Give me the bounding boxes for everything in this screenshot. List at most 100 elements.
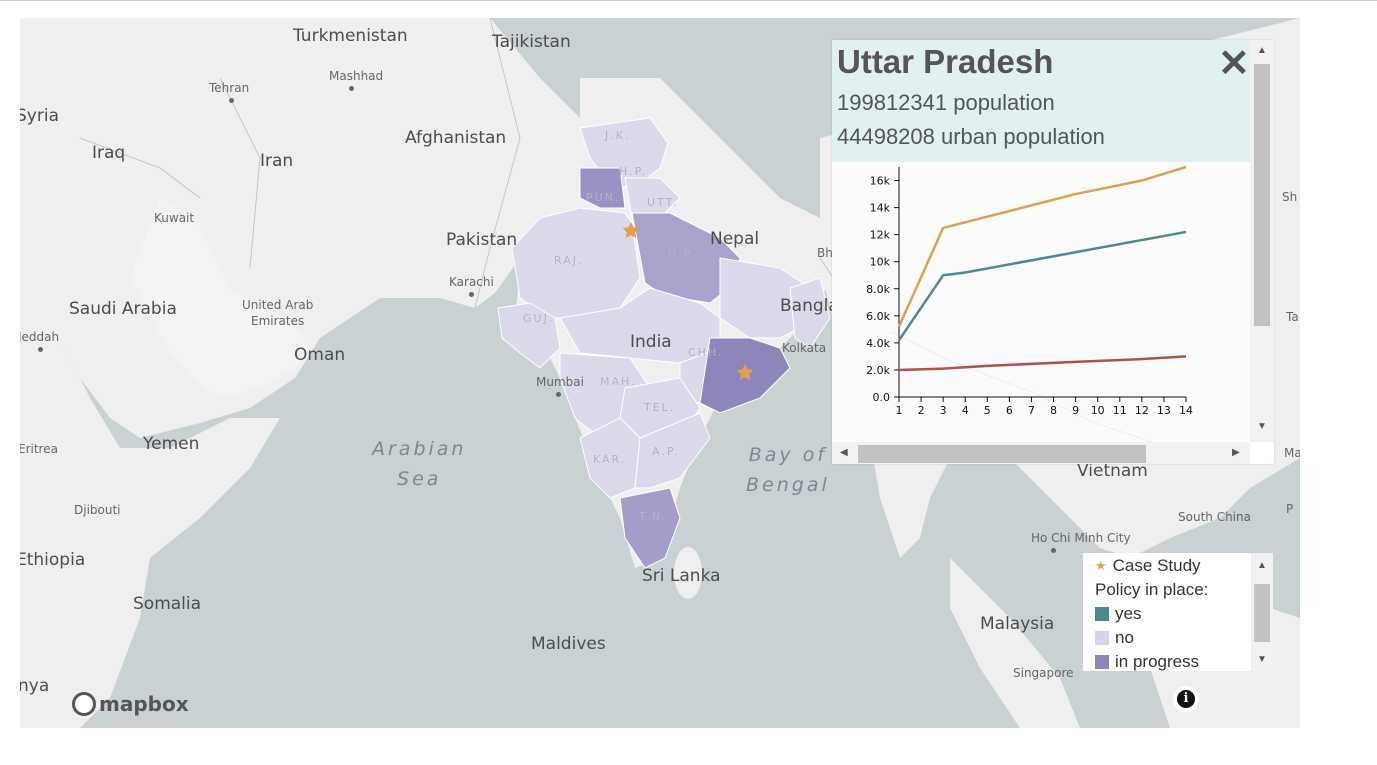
- scroll-up-icon[interactable]: ▲: [1257, 45, 1267, 56]
- population-chart: 1 2 3 4 5 6 7 8 9 10 11 12 13 14 0.0 2.0k 4.0k 6.0k 8.0k 10…: [832, 162, 1250, 443]
- top-divider: [0, 0, 1377, 1]
- x-tick-label: 10: [1091, 404, 1105, 417]
- city-dot: [556, 392, 561, 397]
- state-label: CHH.: [688, 346, 724, 359]
- country-label: Yemen: [143, 434, 200, 454]
- chart-lines: [897, 165, 1187, 372]
- legend-swatch: [1095, 607, 1109, 621]
- x-tick-label: 4: [962, 404, 969, 417]
- x-tick-label: 1: [896, 404, 903, 417]
- country-label: Syria: [20, 106, 59, 126]
- y-tick-label: 16k: [870, 175, 891, 188]
- state-label: U.P.: [668, 247, 696, 260]
- city-dot: [1051, 548, 1056, 553]
- mapbox-logo-icon: [72, 692, 96, 716]
- x-tick-label: 7: [1028, 404, 1035, 417]
- chart-axes: 1 2 3 4 5 6 7 8 9 10 11 12 13 140.02.0k4.0k6.0k8.0k10…: [866, 167, 1193, 417]
- y-tick-label: 14k: [870, 202, 891, 215]
- country-label: Afghanistan: [405, 128, 507, 148]
- country-label: Nepal: [710, 229, 760, 249]
- legend-item-label: no: [1115, 628, 1134, 647]
- legend-policy-heading: Policy in place:: [1095, 580, 1209, 599]
- legend-case-study: ★ Case Study: [1095, 556, 1201, 576]
- sea-label: Bay of Bengal: [746, 444, 830, 496]
- x-tick-label: 2: [918, 404, 925, 417]
- popup-population: 199812341 population: [837, 90, 1055, 115]
- legend-item-label: in progress: [1115, 652, 1200, 671]
- city-label: United Arab: [242, 298, 314, 312]
- country-label: Ethiopia: [20, 550, 86, 570]
- mapbox-logo[interactable]: mapbox: [72, 692, 189, 716]
- city-label: Singapore: [1013, 666, 1074, 680]
- country-label: Malaysia: [980, 614, 1055, 634]
- edge-label: P: [1286, 502, 1294, 516]
- y-tick-label: 6.0k: [866, 310, 890, 323]
- legend-swatch: [1095, 655, 1109, 669]
- mapbox-attribution: mapbox: [99, 692, 189, 716]
- y-tick-label: 2.0k: [866, 364, 890, 377]
- country-label: Iran: [260, 151, 294, 171]
- country-label: Saudi Arabia: [69, 299, 177, 319]
- info-button[interactable]: i: [1173, 686, 1199, 712]
- popup-horizontal-thumb[interactable]: [858, 445, 1146, 463]
- popup-vertical-scrollbar[interactable]: ▲ ▼: [1250, 40, 1274, 442]
- map-legend: ★ Case Study Policy in place: yes no in …: [1083, 553, 1273, 671]
- state-label: T.N.: [639, 510, 668, 523]
- city-label: Tehran: [209, 81, 250, 95]
- chart-svg: 1 2 3 4 5 6 7 8 9 10 11 12 13 140.02.0k4.0k6.0k8.0k10…: [832, 162, 1250, 443]
- popup-horizontal-scrollbar[interactable]: ◀ ▶: [832, 442, 1250, 464]
- state-label: GUJ.: [523, 312, 555, 325]
- country-label: Sri Lanka: [642, 566, 721, 586]
- scroll-right-icon[interactable]: ▶: [1232, 447, 1240, 458]
- x-tick-label: 13: [1157, 404, 1171, 417]
- city-label: Mumbai: [536, 375, 584, 389]
- info-icon: i: [1177, 690, 1195, 708]
- state-label: MAH.: [600, 375, 637, 388]
- close-icon[interactable]: ✕: [1218, 43, 1250, 85]
- popup-title: Uttar Pradesh: [837, 43, 1054, 80]
- popup-vertical-thumb[interactable]: [1254, 64, 1270, 326]
- sea-label: Arabian Sea: [372, 438, 467, 490]
- city-dot: [38, 347, 43, 352]
- country-label: India: [630, 332, 672, 352]
- country-label: Turkmenistan: [293, 26, 408, 46]
- country-label: Somalia: [133, 594, 202, 614]
- y-tick-label: 4.0k: [866, 337, 890, 350]
- edge-label: Sh: [1282, 190, 1298, 204]
- city-label: Ho Chi Minh City: [1031, 531, 1131, 545]
- state-label: A.P.: [652, 445, 680, 458]
- y-tick-label: 12k: [870, 229, 891, 242]
- y-tick-label: 10k: [870, 256, 891, 269]
- series-line: [897, 165, 1187, 328]
- legend-scroll-thumb[interactable]: [1254, 584, 1270, 642]
- scroll-down-icon[interactable]: ▼: [1257, 421, 1267, 432]
- state-label: J.K.: [605, 129, 631, 142]
- country-label: Oman: [294, 345, 346, 365]
- series-line: [898, 355, 1187, 372]
- x-tick-label: 11: [1113, 404, 1127, 417]
- state-label: TEL.: [644, 401, 676, 414]
- city-dot: [469, 292, 474, 297]
- legend-swatch: [1095, 631, 1109, 645]
- scroll-down-icon[interactable]: ▼: [1257, 654, 1267, 665]
- legend-item-yes: yes: [1095, 604, 1141, 624]
- x-tick-label: 5: [984, 404, 991, 417]
- country-label: nya: [20, 676, 50, 696]
- city-label: Kuwait: [154, 211, 195, 225]
- city-label: Kolkata: [782, 341, 827, 355]
- popup-urban-population: 44498208 urban population: [837, 124, 1105, 149]
- country-label: Iraq: [92, 143, 126, 163]
- scroll-left-icon[interactable]: ◀: [840, 447, 848, 458]
- x-tick-label: 12: [1135, 404, 1149, 417]
- legend-item-label: yes: [1115, 604, 1142, 623]
- scroll-up-icon[interactable]: ▲: [1257, 560, 1267, 571]
- city-label: Djibouti: [74, 503, 121, 517]
- country-label: Maldives: [531, 634, 606, 654]
- x-tick-label: 6: [1006, 404, 1013, 417]
- country-label: Vietnam: [1077, 461, 1148, 481]
- legend-case-study-label: Case Study: [1112, 556, 1201, 575]
- legend-scrollbar[interactable]: ▲ ▼: [1251, 553, 1273, 671]
- city-label: Emirates: [251, 314, 305, 328]
- chart-background-map: [832, 162, 1250, 443]
- y-tick-label: 8.0k: [866, 283, 890, 296]
